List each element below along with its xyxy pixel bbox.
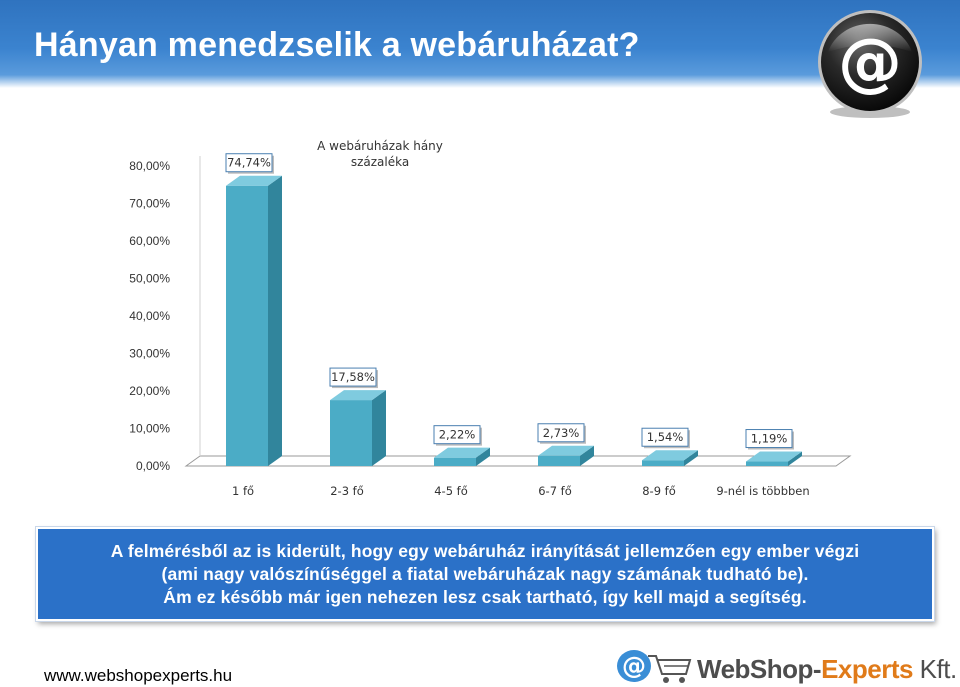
bar-top (226, 175, 282, 186)
data-label-box (745, 429, 793, 449)
x-tick-label: 8-9 fő (642, 484, 676, 498)
data-label: 2,22% (439, 428, 476, 442)
data-label-box (433, 425, 481, 445)
x-tick-label: 6-7 fő (538, 484, 572, 498)
y-tick-label: 60,00% (129, 234, 170, 248)
y-tick-label: 70,00% (129, 197, 170, 211)
bar-side (788, 451, 802, 466)
bar-top (642, 450, 698, 461)
bar-side (476, 447, 490, 466)
bar-chart: 0,00% 10,00% 20,00% 30,00% 40,00% 50,00% 60,00… (0, 120, 960, 510)
bar-side (372, 390, 386, 466)
data-label: 17,58% (331, 370, 375, 384)
bar-top (746, 451, 802, 462)
bar-side (268, 175, 282, 466)
x-tick-label: 1 fő (232, 484, 254, 498)
legend-entry: A webáruházak hány (317, 139, 443, 153)
title-band (0, 0, 960, 88)
bar (538, 455, 580, 466)
bar (226, 185, 268, 466)
bar (746, 461, 788, 466)
y-tick-label: 0,00% (136, 459, 170, 473)
y-tick-label: 10,00% (129, 422, 170, 436)
footer-url[interactable]: www.webshopexperts.hu (44, 666, 233, 685)
bar-top (434, 447, 490, 458)
summary-line-3: Ám ez később már igen nehezen lesz csak … (163, 587, 807, 607)
x-tick-label: 9-nél is többben (716, 484, 809, 498)
x-tick-label: 2-3 fő (330, 484, 364, 498)
summary-line-1: A felmérésből az is kiderült, hogy egy w… (110, 541, 860, 561)
data-label: 2,73% (543, 426, 580, 440)
page-title: Hányan menedzselik a webáruházat? (34, 26, 640, 64)
bar (330, 400, 372, 466)
y-tick-label: 80,00% (129, 159, 170, 173)
summary-line-2: (ami nagy valószínűséggel a fiatal webár… (161, 564, 809, 584)
data-label-box (329, 367, 377, 387)
at-sign-cart-icon: @ (617, 650, 692, 683)
bar-top (330, 390, 386, 401)
svg-text:@: @ (622, 652, 646, 680)
brand-part-kft: Kft. (912, 654, 958, 684)
summary-box: A felmérésből az is kiderült, hogy egy w… (36, 527, 934, 621)
bar-top (538, 445, 594, 456)
brand-name: WebShop-Experts Kft. (697, 654, 957, 685)
data-label-box (641, 427, 689, 447)
brand-part-experts: Experts (821, 654, 913, 684)
at-sign-icon: @ (818, 10, 922, 118)
x-tick-label: 4-5 fő (434, 484, 468, 498)
y-tick-label: 20,00% (129, 384, 170, 398)
data-label: 1,19% (751, 432, 788, 446)
brand-part-webshop: WebShop- (697, 654, 822, 684)
data-label-box (225, 153, 273, 173)
bar (642, 460, 684, 466)
bar (434, 457, 476, 466)
y-tick-label: 50,00% (129, 272, 170, 286)
y-tick-label: 30,00% (129, 347, 170, 361)
legend-entry: százaléka (351, 155, 409, 169)
bar-side (684, 450, 698, 466)
data-label: 74,74% (227, 156, 271, 170)
chart-svg: 0,00% 10,00% 20,00% 30,00% 40,00% 50,00% 60,00… (129, 139, 852, 498)
bar-side (580, 445, 594, 466)
y-tick-label: 40,00% (129, 309, 170, 323)
data-label-box (537, 423, 585, 443)
data-label: 1,54% (647, 430, 684, 444)
